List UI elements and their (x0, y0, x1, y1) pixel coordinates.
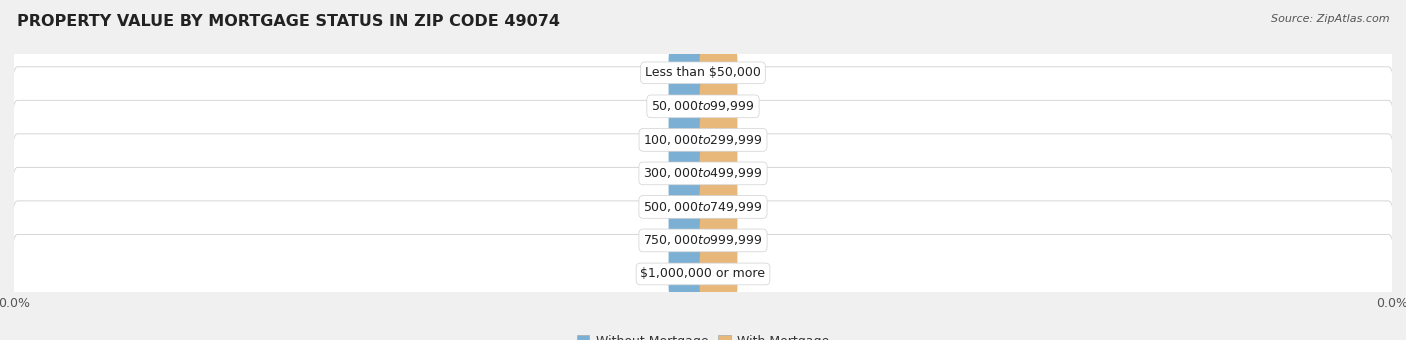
FancyBboxPatch shape (13, 67, 1393, 146)
FancyBboxPatch shape (13, 100, 1393, 180)
Text: 0.0%: 0.0% (703, 168, 734, 179)
Text: 0.0%: 0.0% (672, 168, 703, 179)
Text: 0.0%: 0.0% (703, 202, 734, 212)
FancyBboxPatch shape (13, 134, 1393, 213)
FancyBboxPatch shape (669, 79, 706, 134)
Text: $500,000 to $749,999: $500,000 to $749,999 (644, 200, 762, 214)
Text: $750,000 to $999,999: $750,000 to $999,999 (644, 234, 762, 248)
FancyBboxPatch shape (13, 33, 1393, 113)
Text: 0.0%: 0.0% (672, 202, 703, 212)
FancyBboxPatch shape (700, 213, 738, 268)
Text: $100,000 to $299,999: $100,000 to $299,999 (644, 133, 762, 147)
FancyBboxPatch shape (669, 180, 706, 234)
Text: 0.0%: 0.0% (672, 101, 703, 112)
FancyBboxPatch shape (700, 146, 738, 201)
Text: 0.0%: 0.0% (703, 101, 734, 112)
Text: $1,000,000 or more: $1,000,000 or more (641, 268, 765, 280)
Text: $300,000 to $499,999: $300,000 to $499,999 (644, 166, 762, 181)
FancyBboxPatch shape (669, 213, 706, 268)
Text: 0.0%: 0.0% (672, 269, 703, 279)
FancyBboxPatch shape (700, 79, 738, 134)
Text: 0.0%: 0.0% (672, 235, 703, 245)
Text: 0.0%: 0.0% (703, 235, 734, 245)
Text: $50,000 to $99,999: $50,000 to $99,999 (651, 99, 755, 113)
FancyBboxPatch shape (669, 46, 706, 100)
FancyBboxPatch shape (13, 201, 1393, 280)
FancyBboxPatch shape (669, 113, 706, 167)
FancyBboxPatch shape (669, 247, 706, 301)
FancyBboxPatch shape (700, 247, 738, 301)
FancyBboxPatch shape (13, 234, 1393, 313)
FancyBboxPatch shape (13, 167, 1393, 246)
Text: 0.0%: 0.0% (703, 135, 734, 145)
Text: 0.0%: 0.0% (672, 135, 703, 145)
Text: 0.0%: 0.0% (703, 68, 734, 78)
Text: 0.0%: 0.0% (703, 269, 734, 279)
Text: PROPERTY VALUE BY MORTGAGE STATUS IN ZIP CODE 49074: PROPERTY VALUE BY MORTGAGE STATUS IN ZIP… (17, 14, 560, 29)
FancyBboxPatch shape (700, 180, 738, 234)
Text: Less than $50,000: Less than $50,000 (645, 66, 761, 79)
Text: 0.0%: 0.0% (672, 68, 703, 78)
FancyBboxPatch shape (700, 113, 738, 167)
Text: Source: ZipAtlas.com: Source: ZipAtlas.com (1271, 14, 1389, 23)
FancyBboxPatch shape (700, 46, 738, 100)
Legend: Without Mortgage, With Mortgage: Without Mortgage, With Mortgage (572, 330, 834, 340)
FancyBboxPatch shape (669, 146, 706, 201)
